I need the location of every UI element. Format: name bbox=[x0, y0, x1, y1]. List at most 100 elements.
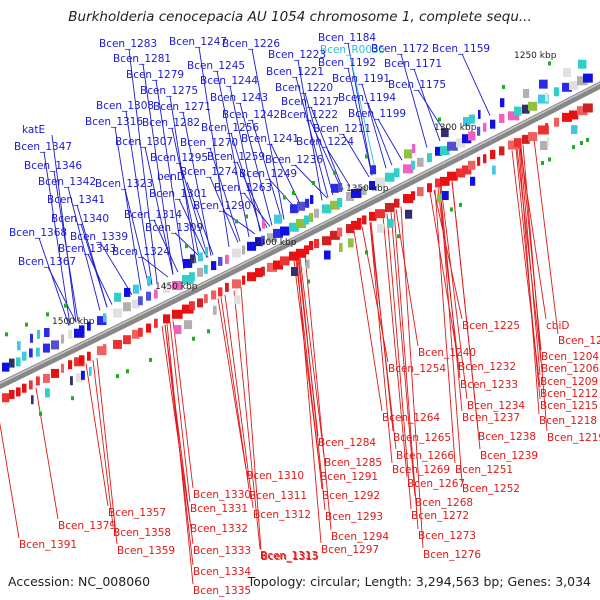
inner-gene-label[interactable]: Bcen_1311 bbox=[249, 490, 307, 502]
outer-gene-label[interactable]: Bcen_1347 bbox=[14, 141, 72, 153]
outer-gene-label[interactable]: Bcen_1242 bbox=[222, 109, 280, 121]
inner-gene-label[interactable]: Bcen_1225 bbox=[462, 320, 520, 332]
outer-gene-label[interactable]: Bcen_1290 bbox=[193, 200, 251, 212]
inner-gene-label[interactable]: Bcen_1238 bbox=[478, 431, 536, 443]
inner-gene-label[interactable]: Bcen_1359 bbox=[117, 545, 175, 557]
inner-gene-label[interactable]: Bcen_1268 bbox=[415, 497, 473, 509]
inner-gene-label[interactable]: Bcen_1294 bbox=[331, 531, 389, 543]
outer-gene-label[interactable]: Bcen_1175 bbox=[388, 79, 446, 91]
outer-gene-label[interactable]: Bcen_1263 bbox=[214, 182, 272, 194]
inner-gene-label[interactable]: Bcen_1313 bbox=[260, 550, 318, 562]
outer-gene-label[interactable]: Bcen_1172 bbox=[371, 43, 429, 55]
inner-gene-label[interactable]: Bcen_1293 bbox=[325, 511, 383, 523]
inner-gene-label[interactable]: Bcen_1292 bbox=[322, 490, 380, 502]
inner-gene-label[interactable]: Bcen_1200 bbox=[558, 335, 600, 347]
inner-gene-label[interactable]: Bcen_1312 bbox=[253, 509, 311, 521]
outer-gene-label[interactable]: Bcen_1221 bbox=[266, 66, 324, 78]
inner-gene-label[interactable]: Bcen_1335 bbox=[193, 585, 251, 597]
outer-gene-label[interactable]: Bcen_1308 bbox=[96, 100, 154, 112]
outer-gene-label[interactable]: Bcen_1309 bbox=[145, 222, 203, 234]
inner-gene-label[interactable]: Bcen_1240 bbox=[418, 347, 476, 359]
outer-gene-label[interactable]: Bcen_1274 bbox=[180, 166, 238, 178]
outer-gene-label[interactable]: Bcen_1295 bbox=[150, 152, 208, 164]
outer-gene-label[interactable]: Bcen_1194 bbox=[338, 92, 396, 104]
outer-gene-label[interactable]: Bcen_1247 bbox=[169, 36, 227, 48]
inner-gene-label[interactable]: Bcen_1264 bbox=[382, 412, 440, 424]
inner-gene-label[interactable]: Bcen_1252 bbox=[462, 483, 520, 495]
inner-gene-label[interactable]: Bcen_1379 bbox=[58, 520, 116, 532]
outer-gene-label[interactable]: Bcen_1339 bbox=[70, 231, 128, 243]
outer-gene-label[interactable]: Bcen_1279 bbox=[126, 69, 184, 81]
inner-gene-label[interactable]: Bcen_1233 bbox=[460, 379, 518, 391]
outer-gene-label[interactable]: Bcen_1192 bbox=[318, 57, 376, 69]
inner-gene-label[interactable]: Bcen_1331 bbox=[190, 503, 248, 515]
outer-gene-label[interactable]: Bcen_1222 bbox=[280, 109, 338, 121]
outer-gene-label[interactable]: Bcen_1191 bbox=[332, 73, 390, 85]
outer-gene-label[interactable]: Bcen_1245 bbox=[187, 60, 245, 72]
outer-gene-label[interactable]: Bcen_1323 bbox=[95, 178, 153, 190]
outer-gene-label[interactable]: Bcen_1256 bbox=[201, 122, 259, 134]
inner-gene-label[interactable]: Bcen_1333 bbox=[193, 545, 251, 557]
inner-gene-label[interactable]: Bcen_1273 bbox=[418, 530, 476, 542]
inner-gene-label[interactable]: Bcen_1218 bbox=[539, 415, 597, 427]
outer-gene-label[interactable]: Bcen_1243 bbox=[210, 92, 268, 104]
outer-gene-label[interactable]: Bcen_1171 bbox=[384, 58, 442, 70]
inner-gene-label[interactable]: Bcen_1272 bbox=[411, 510, 469, 522]
outer-gene-label[interactable]: Bcen_1343 bbox=[58, 243, 116, 255]
outer-gene-label[interactable]: Bcen_1316 bbox=[85, 116, 143, 128]
outer-gene-label[interactable]: Bcen_1282 bbox=[142, 117, 200, 129]
outer-gene-label[interactable]: Bcen_1211 bbox=[313, 123, 371, 135]
inner-gene-label[interactable]: Bcen_1358 bbox=[113, 527, 171, 539]
inner-gene-label[interactable]: Bcen_1391 bbox=[19, 539, 77, 551]
inner-gene-label[interactable]: Bcen_1284 bbox=[318, 437, 376, 449]
outer-gene-label[interactable]: benD bbox=[157, 171, 185, 183]
outer-gene-label[interactable]: Bcen_1341 bbox=[47, 194, 105, 206]
inner-gene-label[interactable]: Bcen_1291 bbox=[320, 471, 378, 483]
outer-gene-label[interactable]: Bcen_1340 bbox=[51, 213, 109, 225]
outer-gene-label[interactable]: Bcen_1220 bbox=[275, 82, 333, 94]
inner-gene-label[interactable]: Bcen_1219 bbox=[547, 432, 600, 444]
outer-gene-label[interactable]: Bcen_1224 bbox=[296, 136, 354, 148]
outer-gene-label[interactable]: Bcen_1281 bbox=[113, 53, 171, 65]
inner-gene-label[interactable]: Bcen_1251 bbox=[455, 464, 513, 476]
inner-gene-label[interactable]: Bcen_1285 bbox=[324, 457, 382, 469]
inner-gene-label[interactable]: Bcen_1330 bbox=[193, 489, 251, 501]
outer-gene-label[interactable]: Bcen_1226 bbox=[222, 38, 280, 50]
inner-gene-label[interactable]: Bcen_1209 bbox=[540, 376, 598, 388]
outer-gene-label[interactable]: Bcen_1184 bbox=[318, 32, 376, 44]
inner-gene-label[interactable]: Bcen_1310 bbox=[246, 470, 304, 482]
outer-gene-label[interactable]: Bcen_1301 bbox=[149, 188, 207, 200]
inner-gene-label[interactable]: Bcen_1357 bbox=[108, 507, 166, 519]
outer-gene-label[interactable]: Bcen_1159 bbox=[432, 43, 490, 55]
inner-gene-label[interactable]: Bcen_1315 bbox=[261, 551, 319, 563]
outer-gene-label[interactable]: Bcen_R0035 bbox=[320, 44, 385, 56]
outer-gene-label[interactable]: Bcen_1270 bbox=[180, 137, 238, 149]
outer-gene-label[interactable]: Bcen_1199 bbox=[348, 108, 406, 120]
inner-gene-label[interactable]: Bcen_1234 bbox=[467, 400, 525, 412]
inner-gene-label[interactable]: Bcen_1212 bbox=[540, 388, 598, 400]
inner-gene-label[interactable]: Bcen_1265 bbox=[393, 432, 451, 444]
inner-gene-label[interactable]: Bcen_1232 bbox=[458, 361, 516, 373]
inner-gene-label[interactable]: Bcen_1239 bbox=[480, 450, 538, 462]
outer-gene-label[interactable]: Bcen_1236 bbox=[265, 154, 323, 166]
outer-gene-label[interactable]: Bcen_1271 bbox=[153, 101, 211, 113]
outer-gene-label[interactable]: Bcen_1259 bbox=[207, 151, 265, 163]
outer-gene-label[interactable]: Bcen_1368 bbox=[9, 227, 67, 239]
outer-gene-label[interactable]: Bcen_1342 bbox=[38, 176, 96, 188]
inner-gene-label[interactable]: Bcen_1254 bbox=[388, 363, 446, 375]
inner-gene-label[interactable]: Bcen_1206 bbox=[541, 363, 599, 375]
inner-gene-label[interactable]: Bcen_1204 bbox=[541, 351, 599, 363]
inner-gene-label[interactable]: cbiD bbox=[546, 320, 569, 332]
outer-gene-label[interactable]: Bcen_1307 bbox=[115, 136, 173, 148]
inner-gene-label[interactable]: Bcen_1266 bbox=[396, 450, 454, 462]
outer-gene-label[interactable]: Bcen_1244 bbox=[200, 75, 258, 87]
outer-gene-label[interactable]: Bcen_1249 bbox=[239, 168, 297, 180]
outer-gene-label[interactable]: Bcen_1223 bbox=[268, 49, 326, 61]
inner-gene-label[interactable]: Bcen_1297 bbox=[321, 544, 379, 556]
inner-gene-label[interactable]: Bcen_1215 bbox=[540, 400, 598, 412]
outer-gene-label[interactable]: Bcen_1241 bbox=[241, 133, 299, 145]
outer-gene-label[interactable]: Bcen_1217 bbox=[281, 96, 339, 108]
outer-gene-label[interactable]: Bcen_1367 bbox=[18, 256, 76, 268]
